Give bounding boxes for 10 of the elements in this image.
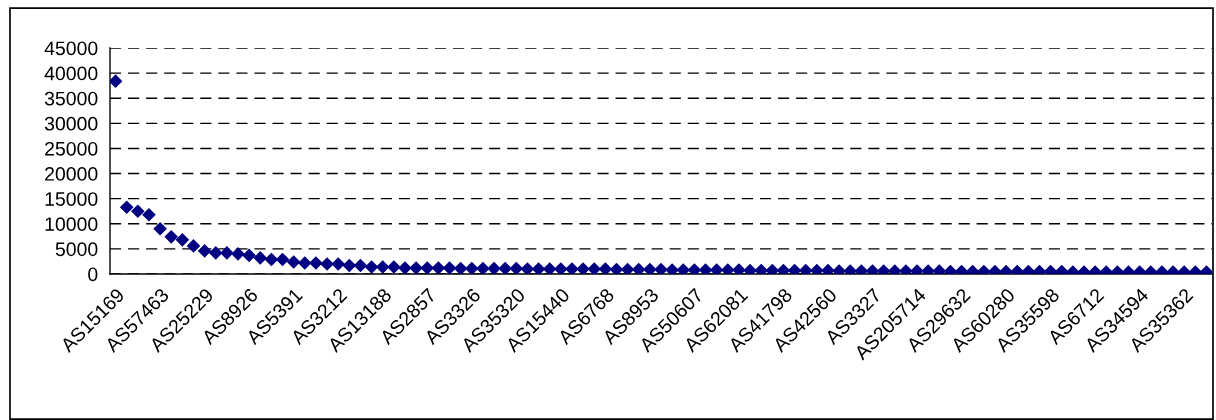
y-tick-label: 35000 bbox=[44, 91, 98, 106]
y-tick-label: 40000 bbox=[44, 66, 98, 81]
y-tick-label: 30000 bbox=[44, 116, 98, 131]
y-tick-label: 20000 bbox=[45, 167, 98, 181]
y-tick-label: 45000 bbox=[44, 41, 98, 56]
y-tick-label: 15000 bbox=[45, 192, 98, 206]
y-tick-label: 5000 bbox=[55, 242, 98, 257]
y-tick-label: 0 bbox=[88, 267, 98, 282]
y-tick-label: 25000 bbox=[45, 141, 98, 156]
y-tick-label: 10000 bbox=[45, 217, 98, 232]
